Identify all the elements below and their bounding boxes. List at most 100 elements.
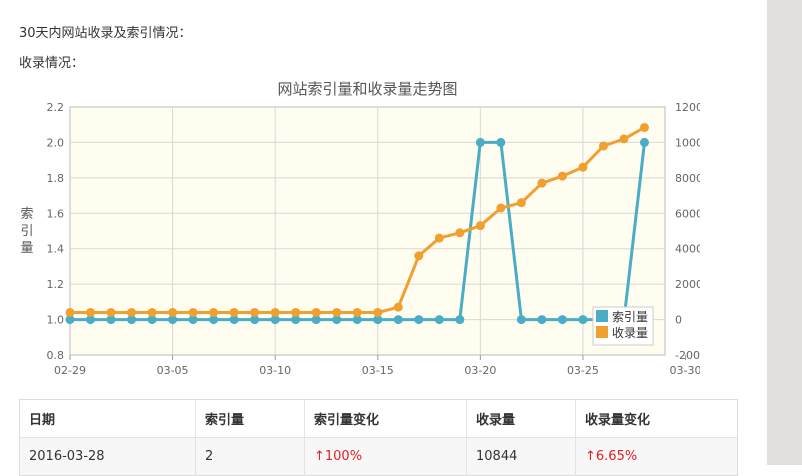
series-point-0 <box>311 315 321 325</box>
series-point-1 <box>86 307 96 317</box>
series-point-1 <box>434 233 444 243</box>
series-point-0 <box>516 315 526 325</box>
series-point-0 <box>578 315 588 325</box>
series-point-1 <box>229 307 239 317</box>
series-point-1 <box>209 307 219 317</box>
series-point-0 <box>86 315 96 325</box>
y-right-tick-label: 2000 <box>675 278 700 291</box>
y-left-tick-label: 1.8 <box>47 172 65 185</box>
series-point-1 <box>393 302 403 312</box>
y-left-tick-label: 2.2 <box>47 101 65 114</box>
series-point-1 <box>639 122 649 132</box>
column-header-index: 索引量 <box>195 399 305 438</box>
series-point-0 <box>393 315 403 325</box>
series-point-0 <box>250 315 260 325</box>
series-point-1 <box>352 307 362 317</box>
cell-date: 2016-03-28 <box>19 437 196 476</box>
column-header-indexed: 收录量 <box>466 399 576 438</box>
series-point-1 <box>578 162 588 172</box>
series-point-0 <box>188 315 198 325</box>
legend-swatch <box>596 326 608 338</box>
y-left-tick-label: 2.0 <box>47 136 65 149</box>
trend-chart: 0.8 1.0 1.2 1.4 1.6 1.8 2.0 2.2 -2000 0 2000 4000 60… <box>20 80 700 377</box>
series-point-0 <box>168 315 178 325</box>
y-right-tick-label: 4000 <box>675 243 700 256</box>
table-header-row: 日期 索引量 索引量变化 收录量 收录量变化 <box>19 399 738 438</box>
y-right-tick-label: 0 <box>675 314 682 327</box>
series-point-0 <box>639 137 649 147</box>
plot-area <box>69 106 666 356</box>
y-right-tick-label: -2000 <box>675 349 700 362</box>
series-point-1 <box>311 307 321 317</box>
series-point-0 <box>352 315 362 325</box>
series-point-1 <box>147 307 157 317</box>
series-point-1 <box>475 221 485 231</box>
series-point-1 <box>65 307 75 317</box>
x-tick-label: 03-20 <box>464 364 496 377</box>
y-left-tick-label: 1.6 <box>47 207 65 220</box>
y-left-axis-label-char: 索 <box>20 207 33 222</box>
series-point-1 <box>168 307 178 317</box>
y-right-tick-label: 8000 <box>675 172 700 185</box>
x-tick-label: 03-05 <box>157 364 189 377</box>
column-header-indexed-change: 收录量变化 <box>575 399 738 438</box>
x-tick-label: 03-10 <box>259 364 291 377</box>
series-point-0 <box>475 137 485 147</box>
section-title: 30天内网站收录及索引情况： <box>19 26 192 41</box>
series-point-0 <box>65 315 75 325</box>
series-point-0 <box>434 315 444 325</box>
series-point-0 <box>270 315 280 325</box>
x-tick-label: 03-30 <box>670 364 700 377</box>
cell-indexed: 10844 <box>466 437 576 476</box>
x-tick-label: 03-25 <box>567 364 599 377</box>
y-left-tick-label: 1.4 <box>47 243 65 256</box>
stats-table: 日期 索引量 索引量变化 收录量 收录量变化 2016-03-28 2 ↑100… <box>19 399 738 476</box>
series-point-0 <box>414 315 424 325</box>
series-point-0 <box>557 315 567 325</box>
column-header-index-change: 索引量变化 <box>304 399 467 438</box>
series-point-1 <box>537 178 547 188</box>
series-point-0 <box>229 315 239 325</box>
series-point-1 <box>516 198 526 208</box>
y-left-axis-label-char: 引 <box>20 224 33 239</box>
series-point-1 <box>291 307 301 317</box>
series-point-1 <box>188 307 198 317</box>
series-point-0 <box>537 315 547 325</box>
series-point-0 <box>209 315 219 325</box>
cell-indexed-change: ↑6.65% <box>575 437 738 476</box>
legend-label: 收录量 <box>612 326 648 340</box>
cell-index-change: ↑100% <box>304 437 467 476</box>
series-point-1 <box>270 307 280 317</box>
y-left-tick-label: 1.0 <box>47 314 65 327</box>
table-row: 2016-03-28 2 ↑100% 10844 ↑6.65% <box>19 437 738 476</box>
series-point-0 <box>332 315 342 325</box>
y-left-axis-label-char: 量 <box>20 241 33 256</box>
series-point-0 <box>496 137 506 147</box>
series-point-1 <box>598 141 608 151</box>
cell-index: 2 <box>195 437 305 476</box>
y-right-tick-label: 10000 <box>675 136 700 149</box>
column-header-date: 日期 <box>19 399 196 438</box>
series-point-1 <box>496 203 506 213</box>
chart-title: 网站索引量和收录量走势图 <box>277 80 457 98</box>
legend-label: 索引量 <box>612 310 648 324</box>
y-right-tick-label: 6000 <box>675 207 700 220</box>
series-point-1 <box>619 134 629 144</box>
y-left-tick-label: 1.2 <box>47 278 65 291</box>
series-point-0 <box>455 315 465 325</box>
series-point-1 <box>557 171 567 181</box>
right-sidebar-strip <box>767 0 802 465</box>
series-point-0 <box>373 315 383 325</box>
y-left-tick-label: 0.8 <box>47 349 65 362</box>
series-point-1 <box>127 307 137 317</box>
series-point-1 <box>332 307 342 317</box>
series-point-0 <box>147 315 157 325</box>
x-tick-label: 02-29 <box>54 364 86 377</box>
series-point-0 <box>106 315 116 325</box>
series-point-0 <box>127 315 137 325</box>
series-point-1 <box>250 307 260 317</box>
series-point-1 <box>455 228 465 238</box>
series-point-1 <box>373 307 383 317</box>
legend-swatch <box>596 310 608 322</box>
